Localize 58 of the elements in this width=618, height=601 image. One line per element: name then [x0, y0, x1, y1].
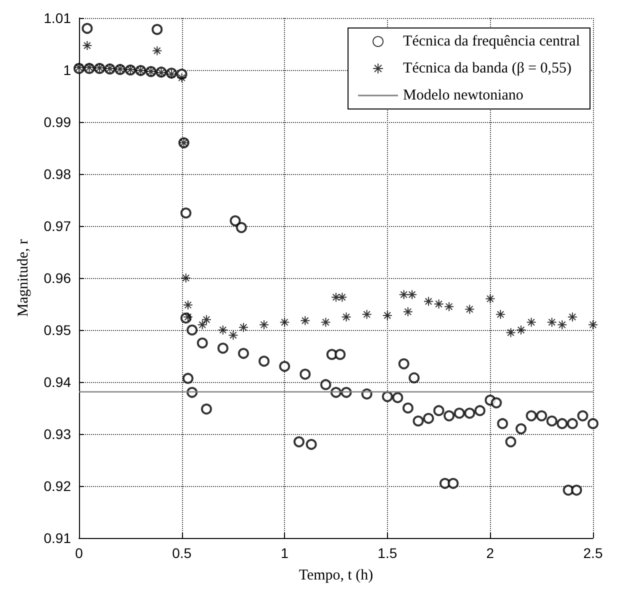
- legend-label: Modelo newtoniano: [403, 88, 524, 104]
- x-tick-label: 0: [75, 545, 84, 561]
- legend-label: Técnica da frequência central: [403, 34, 580, 50]
- y-tick-label: 0.94: [44, 374, 72, 390]
- point: [557, 320, 568, 330]
- point: [201, 314, 212, 325]
- point: [259, 320, 270, 330]
- y-tick-label: 0.91: [44, 530, 72, 546]
- point: [182, 312, 193, 322]
- point: [546, 317, 557, 328]
- y-axis-title: Magnitude, r: [16, 239, 32, 317]
- point: [506, 328, 516, 338]
- point: [337, 292, 348, 302]
- y-tick-label: 1.01: [44, 10, 72, 26]
- point: [180, 273, 191, 283]
- point: [176, 72, 187, 83]
- point: [567, 312, 578, 322]
- y-tick-label: 0.98: [44, 166, 72, 182]
- x-tick-label: 1: [280, 545, 289, 561]
- point: [382, 310, 392, 320]
- point: [152, 46, 162, 56]
- point: [424, 296, 434, 306]
- point: [516, 325, 526, 335]
- y-tick-label: 0.99: [44, 114, 72, 130]
- point: [218, 325, 228, 335]
- point: [485, 294, 496, 304]
- x-tick-label: 0.5: [172, 545, 192, 561]
- point: [182, 300, 193, 310]
- y-tick-label: 0.97: [44, 218, 72, 234]
- x-tick-label: 2: [486, 545, 494, 561]
- x-tick-label: 2.5: [583, 545, 603, 561]
- point: [362, 309, 372, 320]
- y-tick-label: 0.93: [44, 426, 72, 442]
- point: [82, 40, 92, 51]
- point: [526, 317, 536, 328]
- point: [588, 320, 598, 330]
- point: [300, 316, 310, 326]
- y-tick-label: 0.95: [44, 322, 72, 338]
- point: [228, 330, 238, 340]
- point: [341, 312, 352, 322]
- point: [464, 304, 475, 314]
- point: [280, 317, 290, 328]
- point: [238, 322, 248, 332]
- y-tick-label: 1: [63, 62, 72, 78]
- y-tick-label: 0.92: [44, 478, 72, 494]
- y-tick-label: 0.96: [44, 270, 72, 286]
- point: [197, 320, 208, 330]
- point: [495, 309, 506, 320]
- point: [402, 306, 413, 317]
- point: [398, 290, 409, 300]
- x-axis-title: Tempo, t (h): [298, 568, 374, 584]
- point: [444, 302, 454, 312]
- point: [320, 317, 331, 328]
- x-tick-label: 1.5: [378, 545, 398, 561]
- legend-label: Técnica da banda (β = 0,55): [403, 60, 572, 76]
- point: [331, 292, 341, 302]
- point: [434, 299, 444, 309]
- point: [407, 290, 418, 300]
